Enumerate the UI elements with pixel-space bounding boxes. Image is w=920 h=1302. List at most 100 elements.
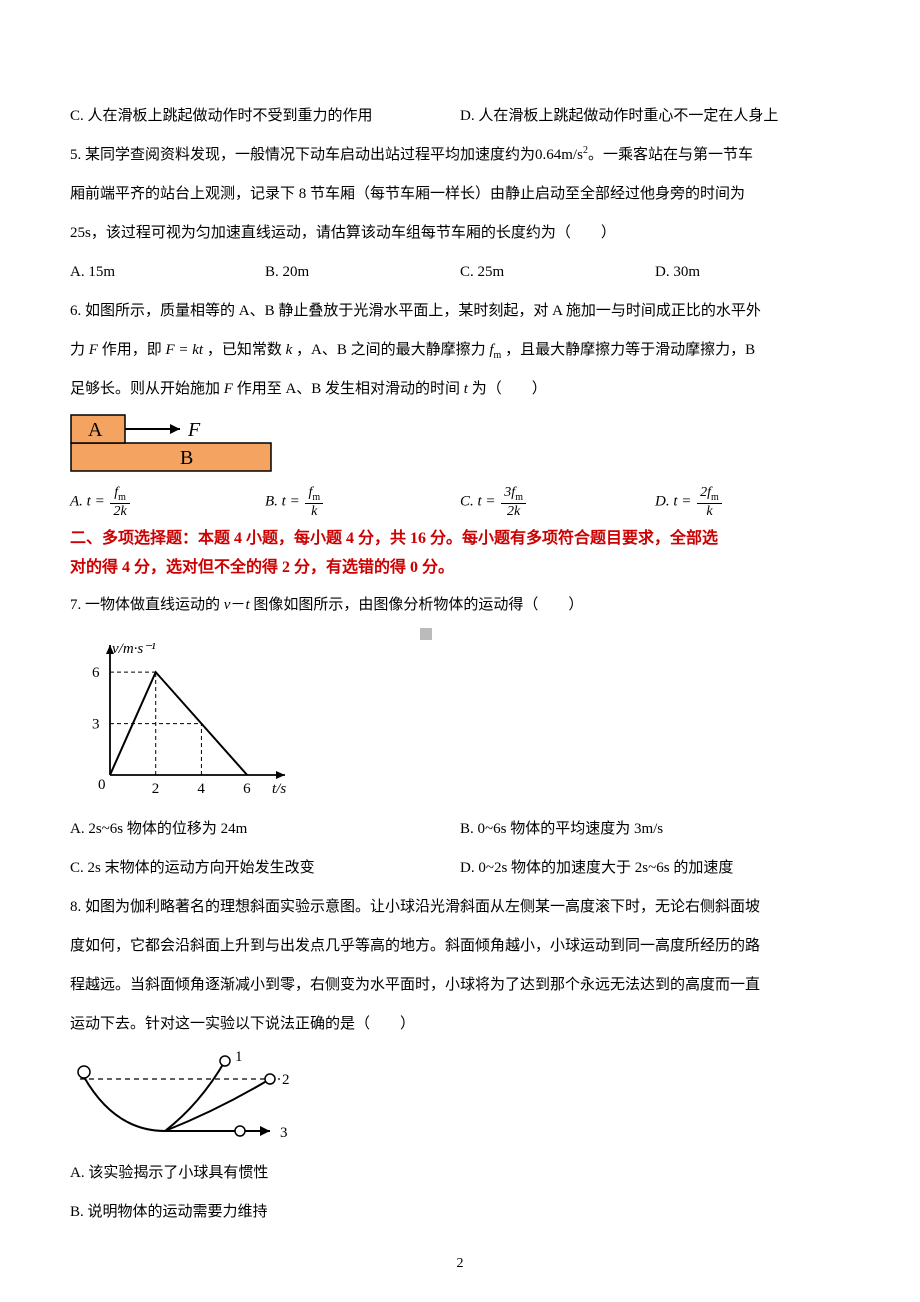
q8-label3: 3 <box>280 1125 288 1141</box>
q7-l1c: － <box>230 597 245 613</box>
q6-optA-den: 2k <box>110 504 129 519</box>
q7-chart-svg: 0 2 4 6 3 6 t/s v/m·s⁻¹ <box>70 630 300 800</box>
q6-optC-pre: C. t = <box>460 494 499 510</box>
q6-optD: D. t = 2fm k <box>655 485 850 519</box>
q5-optC: C. 25m <box>460 256 655 289</box>
q6-fm: fm <box>489 342 501 358</box>
svg-text:4: 4 <box>197 781 205 797</box>
q6-optC-den: 2k <box>501 504 526 519</box>
q5-l1a: 5. 某同学查阅资料发现，一般情况下动车启动出站过程平均加速度约为 <box>70 147 535 163</box>
q8-line2: 度如何，它都会沿斜面上升到与出发点几乎等高的地方。斜面倾角越小，小球运动到同一高… <box>70 930 850 963</box>
section2-l2: 对的得 4 分，选对但不全的得 2 分，有选错的得 0 分。 <box>70 554 850 583</box>
q7-chart: 0 2 4 6 3 6 t/s v/m·s⁻¹ <box>70 630 850 805</box>
q6-block-b <box>71 443 271 471</box>
q5-options: A. 15m B. 20m C. 25m D. 30m <box>70 256 850 289</box>
q6-optA: A. t = fm 2k <box>70 485 265 519</box>
q6-optD-den: k <box>697 504 722 519</box>
section2-l1: 二、多项选择题：本题 4 小题，每小题 4 分，共 16 分。每小题有多项符合题… <box>70 525 850 554</box>
q8-ball2 <box>265 1074 275 1084</box>
q8-ball-start <box>78 1066 90 1078</box>
q6-optC-num: 3f <box>504 485 515 500</box>
q6-optB-pre: B. t = <box>265 494 303 510</box>
q6-line3: 足够长。则从开始施加 F 作用至 A、B 发生相对滑动的时间 t 为（ ） <box>70 373 850 406</box>
q6-optB-den: k <box>305 504 323 519</box>
q7-l1a: 7. 一物体做直线运动的 <box>70 597 224 613</box>
q6-optC-numsub: m <box>515 492 523 503</box>
q5-line3: 25s，该过程可视为匀加速直线运动，请估算该动车组每节车厢的长度约为（ ） <box>70 217 850 250</box>
q8-ball1 <box>220 1056 230 1066</box>
q6-l2d: ，A、B 之间的最大静摩擦力 <box>292 342 489 358</box>
watermark-dot <box>420 628 432 640</box>
svg-text:6: 6 <box>243 781 251 797</box>
q6-l3c: 为（ ） <box>468 381 547 397</box>
q4-optC: C. 人在滑板上跳起做动作时不受到重力的作用 <box>70 100 460 133</box>
q6-optD-frac: 2fm k <box>697 485 722 519</box>
q5-optA: A. 15m <box>70 256 265 289</box>
q8-label2: 2 <box>282 1072 290 1088</box>
q6-optD-num: 2f <box>700 485 711 500</box>
q6-line2: 力 F 作用，即 F = kt ，已知常数 k ，A、B 之间的最大静摩擦力 f… <box>70 334 850 367</box>
svg-text:3: 3 <box>92 716 100 732</box>
q4-optD: D. 人在滑板上跳起做动作时重心不一定在人身上 <box>460 100 850 133</box>
q8-left-curve <box>84 1077 165 1131</box>
q8-line4: 运动下去。针对这一实验以下说法正确的是（ ） <box>70 1008 850 1041</box>
q6-arrow-label: F <box>187 419 201 441</box>
q8-figure: 1 2 3 <box>70 1049 850 1149</box>
q7-optD: D. 0~2s 物体的加速度大于 2s~6s 的加速度 <box>460 852 850 885</box>
q5-line1: 5. 某同学查阅资料发现，一般情况下动车启动出站过程平均加速度约为0.64m/s… <box>70 139 850 172</box>
q6-arrow-head <box>170 424 180 434</box>
q6-F1: F <box>89 342 98 358</box>
q6-l2c: ，已知常数 <box>203 342 286 358</box>
svg-text:t/s: t/s <box>272 781 286 797</box>
q8-line3: 程越远。当斜面倾角逐渐减小到零，右侧变为水平面时，小球将为了达到那个永远无法达到… <box>70 969 850 1002</box>
q5-line2: 厢前端平齐的站台上观测，记录下 8 节车厢（每节车厢一样长）由静止启动至全部经过… <box>70 178 850 211</box>
q6-optB: B. t = fm k <box>265 485 460 519</box>
section2-title: 二、多项选择题：本题 4 小题，每小题 4 分，共 16 分。每小题有多项符合题… <box>70 525 850 583</box>
q7-options-ab: A. 2s~6s 物体的位移为 24m B. 0~6s 物体的平均速度为 3m/… <box>70 813 850 846</box>
q8-path1 <box>165 1061 225 1131</box>
q8-label1: 1 <box>235 1049 243 1065</box>
q6-optB-numsub: m <box>312 492 320 503</box>
q6-optA-pre: A. t = <box>70 494 108 510</box>
svg-text:2: 2 <box>152 781 160 797</box>
q7-options-cd: C. 2s 末物体的运动方向开始发生改变 D. 0~2s 物体的加速度大于 2s… <box>70 852 850 885</box>
q6-l3a: 足够长。则从开始施加 <box>70 381 224 397</box>
svg-text:v/m·s⁻¹: v/m·s⁻¹ <box>112 641 156 657</box>
q8-line1: 8. 如图为伽利略著名的理想斜面实验示意图。让小球沿光滑斜面从左侧某一高度滚下时… <box>70 891 850 924</box>
q7-optA: A. 2s~6s 物体的位移为 24m <box>70 813 460 846</box>
q8-ball3 <box>235 1126 245 1136</box>
q6-figure-svg: A B F <box>70 414 280 472</box>
q5-optD: D. 30m <box>655 256 850 289</box>
q8-arrow3 <box>260 1126 270 1136</box>
q6-l2e: ，且最大静摩擦力等于滑动摩擦力，B <box>501 342 755 358</box>
q6-Fkt: F = kt <box>165 342 203 358</box>
q6-l3b: 作用至 A、B 发生相对滑动的时间 <box>233 381 464 397</box>
svg-text:6: 6 <box>92 665 100 681</box>
q8-optB: B. 说明物体的运动需要力维持 <box>70 1196 850 1229</box>
q6-optA-frac: fm 2k <box>110 485 129 519</box>
q5-l1c: 。一乘客站在与第一节车 <box>588 147 753 163</box>
q6-optC-frac: 3fm 2k <box>501 485 526 519</box>
q4-options-cd: C. 人在滑板上跳起做动作时不受到重力的作用 D. 人在滑板上跳起做动作时重心不… <box>70 100 850 133</box>
q5-optB: B. 20m <box>265 256 460 289</box>
q8-optA: A. 该实验揭示了小球具有惯性 <box>70 1157 850 1190</box>
q6-F2: F <box>224 381 233 397</box>
page-number: 2 <box>0 1256 920 1272</box>
q6-label-a: A <box>88 419 103 441</box>
q7-line1: 7. 一物体做直线运动的 v－t 图像如图所示，由图像分析物体的运动得（ ） <box>70 589 850 622</box>
q6-line1: 6. 如图所示，质量相等的 A、B 静止叠放于光滑水平面上，某时刻起，对 A 施… <box>70 295 850 328</box>
q6-optC: C. t = 3fm 2k <box>460 485 655 519</box>
q7-optC: C. 2s 末物体的运动方向开始发生改变 <box>70 852 460 885</box>
q7-l1e: 图像如图所示，由图像分析物体的运动得（ ） <box>250 597 584 613</box>
q6-label-b: B <box>180 447 193 469</box>
q8-figure-svg: 1 2 3 <box>70 1049 300 1144</box>
q6-options: A. t = fm 2k B. t = fm k C. t = 3fm 2k D… <box>70 485 850 519</box>
q6-optA-numsub: m <box>118 492 126 503</box>
svg-text:0: 0 <box>98 777 106 793</box>
q6-optD-pre: D. t = <box>655 494 695 510</box>
q6-optD-numsub: m <box>711 492 719 503</box>
q7-optB: B. 0~6s 物体的平均速度为 3m/s <box>460 813 850 846</box>
q6-l2b: 作用，即 <box>98 342 166 358</box>
q8-path2 <box>165 1079 270 1131</box>
q6-figure: A B F <box>70 414 850 477</box>
